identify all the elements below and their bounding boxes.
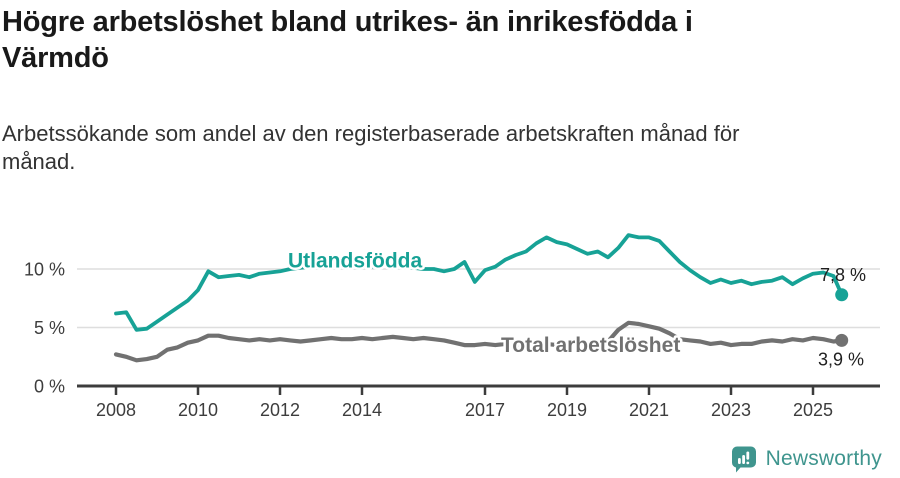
x-tick-label: 2025 <box>793 400 833 420</box>
unemployment-line-chart: 2008 2010 2012 2014 2017 2019 2021 2023 2025 0 % 5… <box>24 233 880 420</box>
end-value-label-utlandsfodda: 7,8 % <box>820 265 866 285</box>
y-tick-label: 0 % <box>34 377 65 397</box>
y-tick-label: 5 % <box>34 318 65 338</box>
x-tick-label: 2023 <box>711 400 751 420</box>
x-tick-label: 2019 <box>547 400 587 420</box>
series-label-total: Total arbetslöshet <box>501 334 680 357</box>
x-tick-label: 2012 <box>260 400 300 420</box>
x-tick-label: 2017 <box>465 400 505 420</box>
newsworthy-brand-name: Newsworthy <box>765 447 882 470</box>
x-tick-label: 2008 <box>96 400 136 420</box>
end-value-label-total: 3,9 % <box>818 350 864 370</box>
x-tick-label: 2010 <box>178 400 218 420</box>
newsworthy-brand: Newsworthy <box>730 445 882 473</box>
series-end-dot <box>835 333 849 347</box>
page-title: Högre arbetslöshet bland utrikes- än inr… <box>2 6 693 74</box>
series-line-utlandsfodda <box>114 233 844 332</box>
newsworthy-logo-icon <box>731 446 756 473</box>
x-tick-label: 2014 <box>342 400 382 420</box>
series-end-dot <box>835 288 849 302</box>
y-tick-label: 10 % <box>24 260 65 280</box>
series-line-total <box>113 320 844 363</box>
page-subtitle: Arbetssökande som andel av den registerb… <box>2 121 740 174</box>
series-label-utlandsfodda: Utlandsfödda <box>288 250 422 273</box>
x-tick-label: 2021 <box>629 400 669 420</box>
